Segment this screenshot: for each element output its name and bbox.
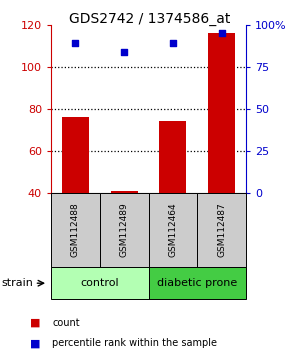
Point bbox=[219, 30, 224, 36]
Bar bbox=[148, 267, 246, 299]
Text: GSM112464: GSM112464 bbox=[168, 203, 177, 257]
Bar bbox=[62, 117, 89, 193]
Text: control: control bbox=[80, 278, 119, 288]
Text: GSM112488: GSM112488 bbox=[71, 203, 80, 257]
Bar bbox=[51, 267, 148, 299]
Bar bbox=[208, 33, 235, 193]
Text: diabetic prone: diabetic prone bbox=[157, 278, 237, 288]
Text: ■: ■ bbox=[30, 318, 40, 328]
Point bbox=[73, 40, 78, 46]
Point bbox=[170, 40, 175, 46]
Text: ■: ■ bbox=[30, 338, 40, 348]
Point bbox=[122, 49, 127, 55]
Text: strain: strain bbox=[2, 278, 33, 288]
Bar bbox=[148, 193, 197, 267]
Text: percentile rank within the sample: percentile rank within the sample bbox=[52, 338, 218, 348]
Bar bbox=[51, 193, 100, 267]
Text: GDS2742 / 1374586_at: GDS2742 / 1374586_at bbox=[69, 12, 231, 27]
Text: GSM112489: GSM112489 bbox=[120, 203, 129, 257]
Bar bbox=[100, 193, 148, 267]
Bar bbox=[160, 121, 186, 193]
Bar bbox=[111, 191, 137, 193]
Text: count: count bbox=[52, 318, 80, 328]
Bar bbox=[197, 193, 246, 267]
Text: GSM112487: GSM112487 bbox=[217, 203, 226, 257]
